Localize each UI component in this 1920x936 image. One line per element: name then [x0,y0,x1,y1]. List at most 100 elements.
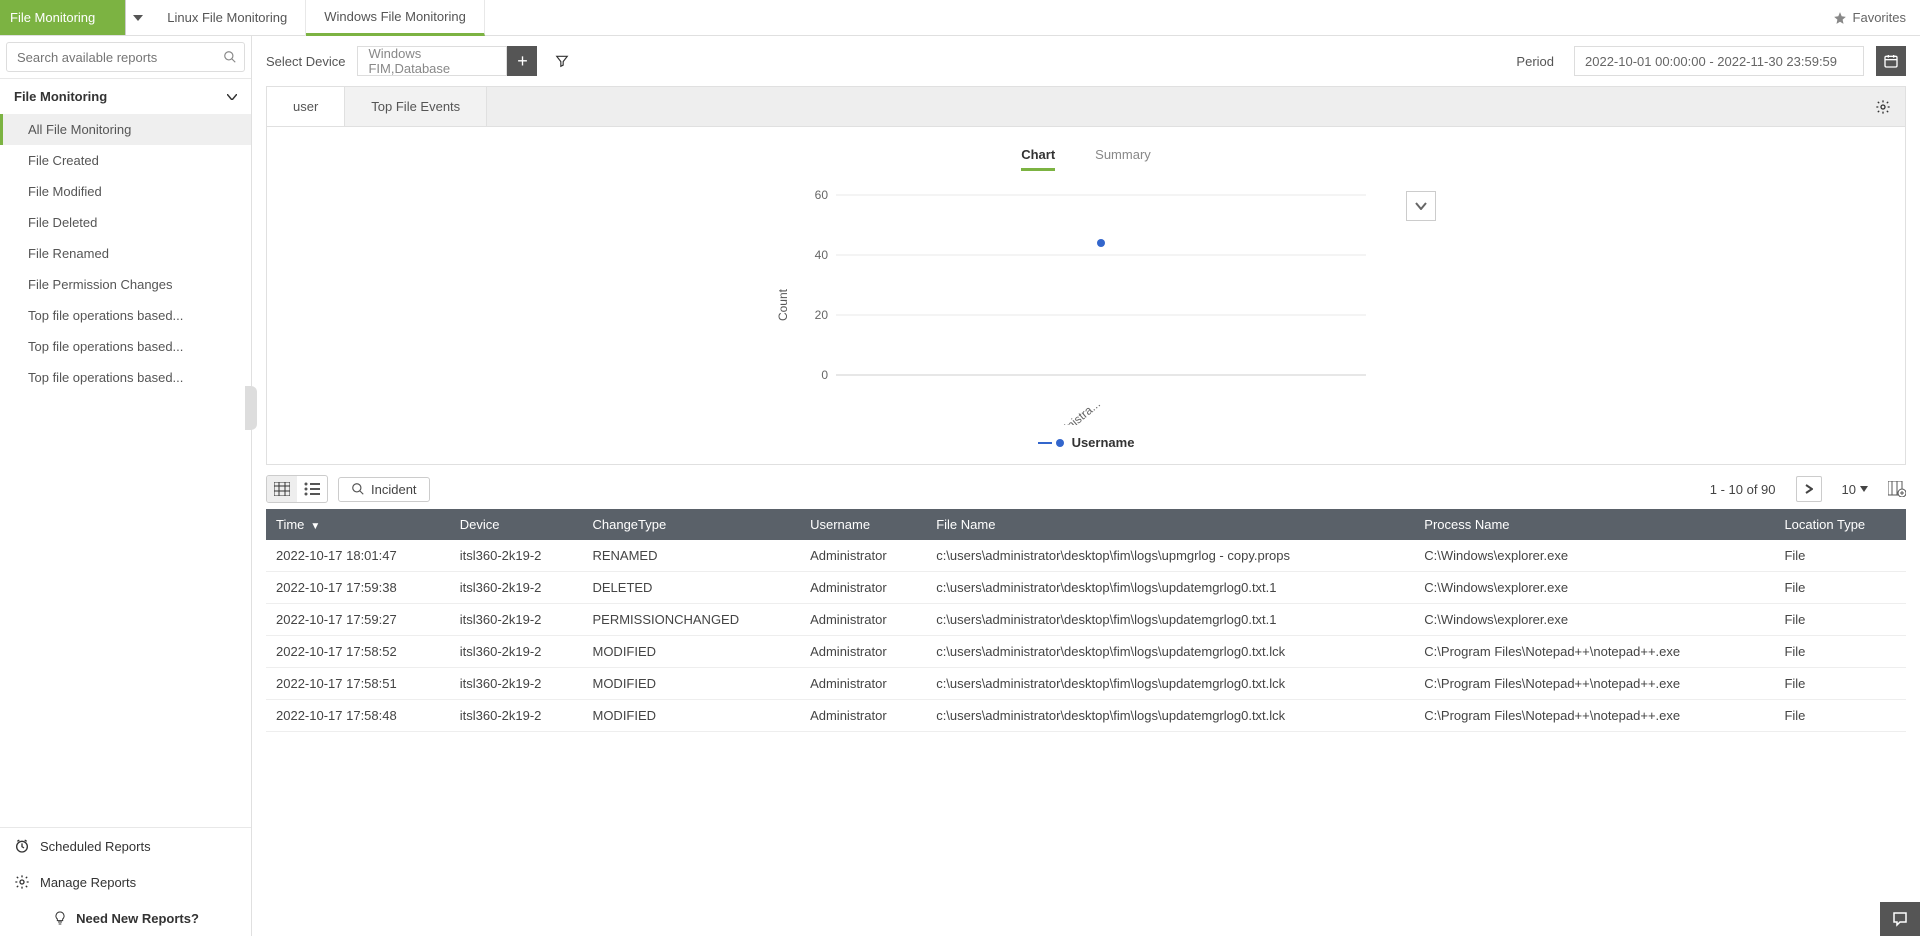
table-cell: 2022-10-17 17:59:38 [266,572,450,604]
sidebar: File Monitoring All File MonitoringFile … [0,36,252,936]
table-cell: Administrator [800,572,926,604]
chevron-down-icon [227,94,237,100]
table-cell: Administrator [800,636,926,668]
star-icon [1833,11,1847,25]
table-column-header[interactable]: ChangeType [582,509,800,540]
search-icon [223,50,237,64]
table-cell: File [1774,636,1906,668]
chart-area: Count 0204060administra... Username [776,185,1396,450]
table-column-header[interactable]: Username [800,509,926,540]
device-selector: Windows FIM,Database + [357,46,537,76]
favorites-label: Favorites [1853,10,1906,25]
data-table: Time▼DeviceChangeTypeUsernameFile NamePr… [266,509,1906,732]
device-select-input[interactable]: Windows FIM,Database [357,46,507,76]
sidebar-item[interactable]: Top file operations based... [0,362,251,393]
incident-button[interactable]: Incident [338,477,430,502]
table-cell: File [1774,700,1906,732]
toolbar: Select Device Windows FIM,Database + Per… [252,36,1920,86]
sidebar-item[interactable]: Top file operations based... [0,331,251,362]
table-cell: itsl360-2k19-2 [450,604,583,636]
sidebar-section-label: File Monitoring [14,89,107,104]
sidebar-item[interactable]: File Created [0,145,251,176]
sidebar-section-header[interactable]: File Monitoring [0,79,251,114]
sidebar-item[interactable]: All File Monitoring [0,114,251,145]
chart-expand-button[interactable] [1406,191,1436,221]
need-new-reports-link[interactable]: Need New Reports? [0,900,251,936]
favorites-button[interactable]: Favorites [1819,10,1920,25]
table-cell: MODIFIED [582,668,800,700]
scheduled-reports-link[interactable]: Scheduled Reports [0,828,251,864]
add-device-button[interactable]: + [507,46,537,76]
table-cell: itsl360-2k19-2 [450,636,583,668]
sidebar-footer: Scheduled Reports Manage Reports Need Ne… [0,827,251,936]
sidebar-collapse-handle[interactable] [245,386,257,430]
table-cell: Administrator [800,604,926,636]
page-size-selector[interactable]: 10 [1842,482,1868,497]
table-cell: c:\users\administrator\desktop\fim\logs\… [926,700,1414,732]
sidebar-item[interactable]: File Permission Changes [0,269,251,300]
top-nav: File Monitoring Linux File MonitoringWin… [0,0,1920,36]
table-row[interactable]: 2022-10-17 17:58:52itsl360-2k19-2MODIFIE… [266,636,1906,668]
search-input[interactable] [6,42,245,72]
topnav-tab[interactable]: Linux File Monitoring [149,0,306,36]
table-cell: C:\Windows\explorer.exe [1414,572,1774,604]
chart-settings-button[interactable] [1861,99,1905,115]
chat-icon [1890,910,1910,928]
table-column-header[interactable]: Process Name [1414,509,1774,540]
manage-reports-link[interactable]: Manage Reports [0,864,251,900]
sidebar-items: All File MonitoringFile CreatedFile Modi… [0,114,251,827]
table-row[interactable]: 2022-10-17 18:01:47itsl360-2k19-2RENAMED… [266,540,1906,572]
table-cell: 2022-10-17 17:58:51 [266,668,450,700]
table-row[interactable]: 2022-10-17 17:59:38itsl360-2k19-2DELETED… [266,572,1906,604]
table-cell: MODIFIED [582,636,800,668]
clock-icon [14,838,30,854]
sort-desc-icon: ▼ [310,521,320,532]
chart-subtab[interactable]: Chart [1021,147,1055,171]
svg-text:0: 0 [821,368,828,382]
table-column-header[interactable]: Time▼ [266,509,450,540]
table-cell: 2022-10-17 17:59:27 [266,604,450,636]
table-view-button[interactable] [267,476,297,502]
list-view-button[interactable] [297,476,327,502]
table-cell: PERMISSIONCHANGED [582,604,800,636]
subtab[interactable]: user [267,87,345,126]
chat-fab[interactable] [1880,902,1920,936]
table-row[interactable]: 2022-10-17 17:58:48itsl360-2k19-2MODIFIE… [266,700,1906,732]
period-input[interactable]: 2022-10-01 00:00:00 - 2022-11-30 23:59:5… [1574,46,1864,76]
table-column-header[interactable]: File Name [926,509,1414,540]
table-cell: itsl360-2k19-2 [450,572,583,604]
chart-subtab[interactable]: Summary [1095,147,1151,171]
table-column-header[interactable]: Device [450,509,583,540]
gear-icon [14,874,30,890]
table-cell: itsl360-2k19-2 [450,700,583,732]
table-cell: Administrator [800,668,926,700]
filter-button[interactable] [549,54,575,68]
calendar-button[interactable] [1876,46,1906,76]
table-cell: File [1774,572,1906,604]
table-cell: itsl360-2k19-2 [450,540,583,572]
sidebar-item[interactable]: Top file operations based... [0,300,251,331]
sidebar-item[interactable]: File Renamed [0,238,251,269]
subtab[interactable]: Top File Events [345,87,487,126]
table-cell: File [1774,668,1906,700]
table-row[interactable]: 2022-10-17 17:58:51itsl360-2k19-2MODIFIE… [266,668,1906,700]
topnav-category-dropdown[interactable]: File Monitoring [0,0,149,35]
table-cell: DELETED [582,572,800,604]
need-new-reports-label: Need New Reports? [76,911,199,926]
chart-panel: ChartSummary Count 0204060administra... … [266,127,1906,465]
table-body: 2022-10-17 18:01:47itsl360-2k19-2RENAMED… [266,540,1906,732]
sidebar-item[interactable]: File Deleted [0,207,251,238]
column-settings-button[interactable] [1888,481,1906,497]
table-column-header[interactable]: Location Type [1774,509,1906,540]
table-row[interactable]: 2022-10-17 17:59:27itsl360-2k19-2PERMISS… [266,604,1906,636]
table-cell: File [1774,540,1906,572]
svg-text:20: 20 [815,308,829,322]
table-cell: C:\Windows\explorer.exe [1414,604,1774,636]
incident-label: Incident [371,482,417,497]
topnav-tab[interactable]: Windows File Monitoring [306,0,485,36]
table-toolbar: Incident 1 - 10 of 90 10 [252,465,1920,509]
table-cell: MODIFIED [582,700,800,732]
sidebar-item[interactable]: File Modified [0,176,251,207]
table-cell: c:\users\administrator\desktop\fim\logs\… [926,636,1414,668]
page-next-button[interactable] [1796,476,1822,502]
